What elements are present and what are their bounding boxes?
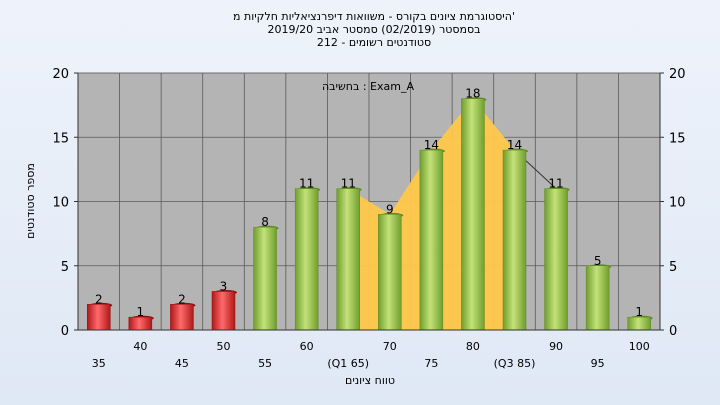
y-tick-label-left: 10 <box>52 196 69 211</box>
x-tick-label: 55 <box>258 357 272 370</box>
chart-title-line-3: סטודנטים רשומים - 212 <box>317 36 431 49</box>
bar-65 <box>336 188 360 331</box>
bars-group: 2 1 2 3 8 11 11 9 14 18 14 11 5 1 <box>87 87 653 331</box>
bar-value-label: 9 <box>386 202 394 216</box>
bar-95 <box>585 265 610 331</box>
bar-value-label: 1 <box>137 305 145 319</box>
bar-70 <box>378 214 402 331</box>
bar-85 <box>502 149 527 331</box>
bar-45 <box>170 304 194 331</box>
x-tick-label: 90 <box>549 340 563 353</box>
y-tick-label-right: 10 <box>669 196 686 211</box>
y-tick-label-right: 20 <box>669 67 686 82</box>
bar-50 <box>211 291 236 331</box>
x-axis-label: טווח ציונים <box>345 374 395 387</box>
bar-value-label: 8 <box>261 215 269 229</box>
x-tick-label: 50 <box>217 340 231 353</box>
x-tick-label: 80 <box>466 340 480 353</box>
x-tick-label: 45 <box>175 357 189 370</box>
bar-value-label: 11 <box>548 177 563 191</box>
x-tick-label: 100 <box>629 340 650 353</box>
bar-35 <box>87 304 111 331</box>
x-tick-label: 60 <box>300 340 314 353</box>
y-tick-label-right: 0 <box>669 324 677 339</box>
chart-title-line-1: היסטוגרמת ציונים בקורס - משוואות דיפרנצי… <box>233 10 515 23</box>
y-tick-label-right: 5 <box>669 260 677 275</box>
bar-value-label: 1 <box>635 305 643 319</box>
bar-value-label: 2 <box>178 292 186 306</box>
y-tick-label-left: 15 <box>52 131 69 146</box>
bar-value-label: 11 <box>341 177 356 191</box>
y-axis-label: מספר סטודנטים <box>24 163 37 239</box>
y-tick-label-left: 20 <box>52 67 69 82</box>
y-tick-label-left: 0 <box>61 324 69 339</box>
bar-55 <box>253 226 277 331</box>
x-tick-label: (Q3 85) <box>494 357 536 370</box>
chart-title-line-2: בסמסטר (02/2019) סמסטר אביב 2019/20 <box>267 23 480 36</box>
bar-75 <box>419 149 444 331</box>
bar-value-label: 5 <box>594 254 602 268</box>
x-tick-label: 75 <box>424 357 438 370</box>
bar-value-label: 11 <box>299 177 314 191</box>
bar-value-label: 18 <box>465 87 480 101</box>
x-tick-label: 35 <box>92 357 106 370</box>
x-tick-label: 40 <box>133 340 147 353</box>
bar-value-label: 14 <box>424 138 439 152</box>
exam-annotation: בחשיבה : Exam_A <box>322 80 414 93</box>
y-tick-label-right: 15 <box>669 131 686 146</box>
bar-90 <box>544 188 568 331</box>
x-tick-label: (Q1 65) <box>327 357 369 370</box>
x-tick-label: 70 <box>383 340 397 353</box>
bar-value-label: 14 <box>507 138 522 152</box>
bar-value-label: 2 <box>95 292 103 306</box>
bar-60 <box>294 188 319 331</box>
x-tick-label: 95 <box>591 357 605 370</box>
bar-value-label: 3 <box>220 279 228 293</box>
bar-80 <box>461 98 485 331</box>
y-tick-label-left: 5 <box>61 260 69 275</box>
